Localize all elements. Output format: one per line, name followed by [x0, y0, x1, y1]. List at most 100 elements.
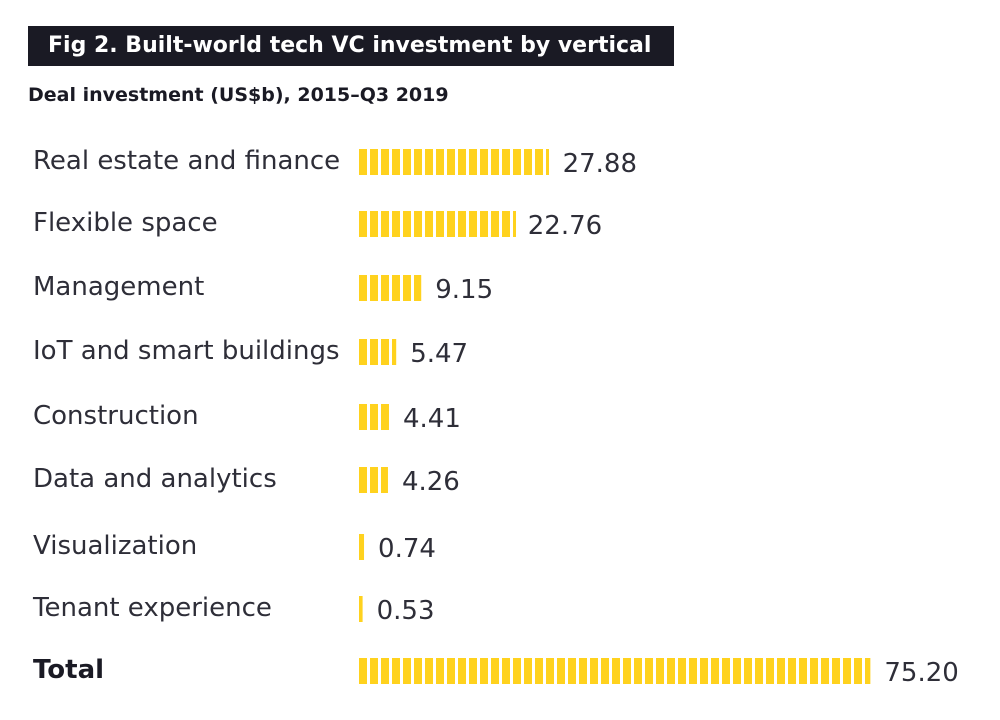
bar [359, 211, 516, 237]
bar-segment [513, 658, 521, 684]
bar-segment [678, 658, 686, 684]
bar-segment [359, 149, 367, 175]
category-label: Real estate and finance [33, 146, 340, 176]
bar [359, 275, 422, 301]
category-label: Tenant experience [32, 593, 272, 623]
bar-segment [447, 211, 455, 237]
bar-segment [425, 211, 433, 237]
bar-segment [590, 658, 598, 684]
bar-segment [403, 149, 411, 175]
category-label: IoT and smart buildings [33, 336, 340, 366]
bar-segment [667, 658, 675, 684]
bar-segment [370, 149, 378, 175]
bar-segment [491, 658, 499, 684]
category-label: Construction [33, 401, 199, 431]
bar-segment [700, 658, 708, 684]
bar-segment [733, 658, 741, 684]
bar-segment [359, 275, 367, 301]
bar-segment [359, 404, 367, 430]
bar-segment [359, 596, 363, 622]
bar-segment [359, 534, 365, 560]
bar-segment [359, 339, 367, 365]
bar-segment [810, 658, 818, 684]
bar [359, 339, 397, 365]
bar-segment [458, 149, 466, 175]
category-label: Flexible space [33, 208, 218, 238]
bar-segment [458, 658, 466, 684]
bar-segment [535, 658, 543, 684]
bar-segment [381, 339, 389, 365]
bar-segment [370, 658, 378, 684]
bar-segment [546, 658, 554, 684]
bar-segment [502, 211, 510, 237]
bar-segment [623, 658, 631, 684]
bar-segment [403, 658, 411, 684]
bar-segment [612, 658, 620, 684]
bar-segment [722, 658, 730, 684]
value-label: 5.47 [410, 339, 468, 369]
value-label: 4.41 [403, 404, 461, 434]
bar-segment [414, 149, 422, 175]
bar-segment [480, 149, 488, 175]
bar-segment [513, 149, 521, 175]
bar-segment [436, 211, 444, 237]
bar-segment [865, 658, 871, 684]
bar-segment [370, 467, 378, 493]
bar-segment [392, 275, 400, 301]
bar-segment [689, 658, 697, 684]
bar-segment [524, 149, 532, 175]
bar-segment [414, 211, 422, 237]
bar-segment [469, 658, 477, 684]
bar [359, 534, 365, 560]
category-label: Data and analytics [33, 464, 277, 494]
bar-segment [744, 658, 752, 684]
value-label: 22.76 [528, 211, 602, 241]
bar-segment [546, 149, 549, 175]
bar-segment [645, 658, 653, 684]
bar-segment [491, 149, 499, 175]
bar [359, 149, 549, 175]
bar-segment [436, 149, 444, 175]
bar-segment [777, 658, 785, 684]
bar-segment [458, 211, 466, 237]
bar-segment [370, 275, 378, 301]
bar-segment [502, 658, 510, 684]
bar-segment [480, 658, 488, 684]
chart-title: Fig 2. Built-world tech VC investment by… [48, 33, 652, 58]
bar-segment [579, 658, 587, 684]
bar-segment [381, 211, 389, 237]
bar-segment [392, 211, 400, 237]
bar-segment [425, 149, 433, 175]
bar-segment [381, 404, 389, 430]
bar-segment [392, 658, 400, 684]
bar [359, 404, 389, 430]
bar-segment [359, 658, 367, 684]
bar-segment [359, 467, 367, 493]
chart-title-bar: Fig 2. Built-world tech VC investment by… [28, 26, 674, 66]
bar [359, 467, 388, 493]
category-label: Visualization [33, 531, 197, 561]
bar-segment [524, 658, 532, 684]
bar-segment [447, 658, 455, 684]
bar-segment [403, 275, 411, 301]
bar-segment [469, 149, 477, 175]
bar-segment [634, 658, 642, 684]
bar-segment [381, 467, 388, 493]
bar-segment [788, 658, 796, 684]
bar-segment [480, 211, 488, 237]
bar-segment [799, 658, 807, 684]
bar-segment [436, 658, 444, 684]
bar-segment [381, 275, 389, 301]
value-label: 4.26 [402, 467, 460, 497]
category-label: Total [33, 655, 104, 685]
bar-segment [447, 149, 455, 175]
value-label: 75.20 [884, 658, 958, 688]
bar-segment [381, 658, 389, 684]
bar-segment [568, 658, 576, 684]
bar-segment [414, 275, 422, 301]
bar-segment [557, 658, 565, 684]
bar-segment [832, 658, 840, 684]
bar-segment [370, 211, 378, 237]
value-label: 0.74 [378, 534, 436, 564]
